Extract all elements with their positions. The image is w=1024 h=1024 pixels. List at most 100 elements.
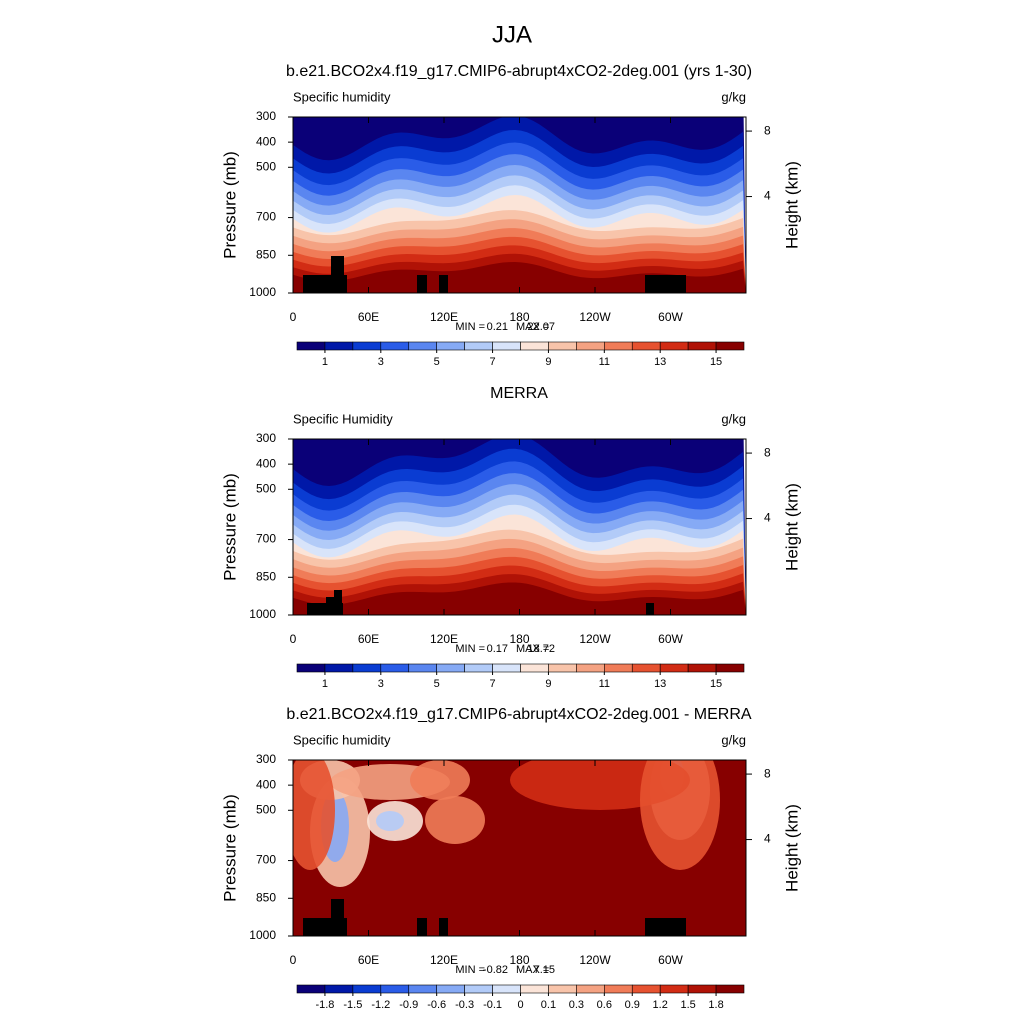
contour-band xyxy=(293,262,746,293)
y2-tick-label: 4 xyxy=(764,511,771,525)
y-tick-label: 400 xyxy=(256,456,276,470)
topography xyxy=(439,918,448,936)
max-label: MAX = xyxy=(516,321,549,333)
y-tick-label: 500 xyxy=(256,802,276,816)
right-label: g/kg xyxy=(721,411,746,426)
colorbar-box xyxy=(520,984,549,994)
y-tick-label: 500 xyxy=(256,159,276,173)
min-value: 0.17 xyxy=(487,643,508,655)
colorbar-label: 15 xyxy=(710,678,722,690)
y2-tick-label: 4 xyxy=(764,189,771,203)
topography xyxy=(417,918,427,936)
y-tick-label: 850 xyxy=(256,569,276,583)
topography xyxy=(645,918,686,936)
colorbar-label: 3 xyxy=(378,678,384,690)
topography xyxy=(646,603,654,615)
colorbar-box xyxy=(380,663,410,673)
y-tick-label: 700 xyxy=(256,532,276,546)
panel: b.e21.BCO2x4.f19_g17.CMIP6-abrupt4xCO2-2… xyxy=(220,706,801,1011)
min-value: 0.21 xyxy=(487,321,508,333)
contour-band xyxy=(410,760,470,800)
colorbar-label: 13 xyxy=(654,678,666,690)
panel-title: MERRA xyxy=(490,385,548,402)
colorbar-label: 1.8 xyxy=(708,999,723,1011)
colorbar-box xyxy=(687,663,717,673)
colorbar-label: -1.2 xyxy=(371,999,390,1011)
contour-band xyxy=(376,811,404,831)
colorbar-label: 1 xyxy=(322,678,328,690)
x-tick-label: 120W xyxy=(579,310,611,324)
max-label: MAX = xyxy=(516,964,549,976)
max-value: 7.15 xyxy=(534,964,555,976)
colorbar-box xyxy=(687,984,717,994)
colorbar-box xyxy=(576,984,605,994)
colorbar-box xyxy=(548,984,577,994)
max-label: MAX = xyxy=(516,643,549,655)
colorbar-box xyxy=(631,663,661,673)
colorbar-label: -0.1 xyxy=(483,999,502,1011)
colorbar-box xyxy=(492,984,521,994)
colorbar-label: -0.6 xyxy=(427,999,446,1011)
y-tick-label: 850 xyxy=(256,890,276,904)
y2-tick-label: 8 xyxy=(764,445,771,459)
y-tick-label: 1000 xyxy=(249,607,276,621)
field xyxy=(293,117,746,293)
topography xyxy=(331,256,344,293)
colorbar-box xyxy=(324,984,354,994)
y-axis-label: Pressure (mb) xyxy=(220,794,239,902)
topography xyxy=(645,275,686,293)
colorbar-box xyxy=(464,984,493,994)
colorbar-box xyxy=(464,663,493,673)
colorbar-box xyxy=(436,341,465,351)
colorbar-label: -0.3 xyxy=(455,999,474,1011)
x-tick-label: 60E xyxy=(358,953,379,967)
colorbar-box xyxy=(352,984,382,994)
min-value: -0.82 xyxy=(483,964,508,976)
y-tick-label: 300 xyxy=(256,431,276,445)
y2-tick-label: 8 xyxy=(764,123,771,137)
field xyxy=(293,439,746,615)
panel: MERRA Specific Humidity g/kg Pressure (mb) H… xyxy=(220,385,801,690)
colorbar-box xyxy=(492,663,521,673)
right-label: g/kg xyxy=(721,89,746,104)
x-tick-label: 120E xyxy=(430,310,458,324)
contour-band xyxy=(293,582,746,615)
y2-tick-label: 4 xyxy=(764,832,771,846)
min-label: MIN = xyxy=(455,321,485,333)
x-tick-label: 120E xyxy=(430,632,458,646)
x-tick-label: 180 xyxy=(509,632,529,646)
y-tick-label: 300 xyxy=(256,109,276,123)
colorbar-box xyxy=(408,341,437,351)
y-tick-label: 300 xyxy=(256,752,276,766)
field xyxy=(293,760,746,936)
x-tick-label: 60E xyxy=(358,310,379,324)
colorbar-label: 1 xyxy=(322,356,328,368)
colorbar-label: 3 xyxy=(378,356,384,368)
colorbar-box xyxy=(715,984,745,994)
colorbar-label: 1.5 xyxy=(680,999,695,1011)
colorbar-box xyxy=(408,663,437,673)
max-value: 22.07 xyxy=(527,321,555,333)
y2-axis-label: Height (km) xyxy=(782,483,801,571)
x-tick-label: 120W xyxy=(579,953,611,967)
colorbar-label: 5 xyxy=(434,678,440,690)
x-tick-label: 60W xyxy=(658,953,683,967)
x-tick-label: 60W xyxy=(658,632,683,646)
y-tick-label: 500 xyxy=(256,481,276,495)
x-tick-label: 0 xyxy=(290,953,297,967)
x-tick-label: 60E xyxy=(358,632,379,646)
colorbar-label: 0.1 xyxy=(541,999,556,1011)
panel-title: b.e21.BCO2x4.f19_g17.CMIP6-abrupt4xCO2-2… xyxy=(286,706,751,723)
colorbar-box xyxy=(464,341,493,351)
left-label: Specific humidity xyxy=(293,89,391,104)
x-tick-label: 180 xyxy=(509,953,529,967)
topography xyxy=(417,275,427,293)
colorbar-box xyxy=(352,663,382,673)
colorbar-label: 5 xyxy=(434,356,440,368)
topography xyxy=(334,590,342,615)
colorbar-box xyxy=(715,663,745,673)
x-tick-label: 0 xyxy=(290,310,297,324)
topography xyxy=(326,597,334,615)
colorbar-box xyxy=(631,341,661,351)
left-label: Specific Humidity xyxy=(293,411,393,426)
